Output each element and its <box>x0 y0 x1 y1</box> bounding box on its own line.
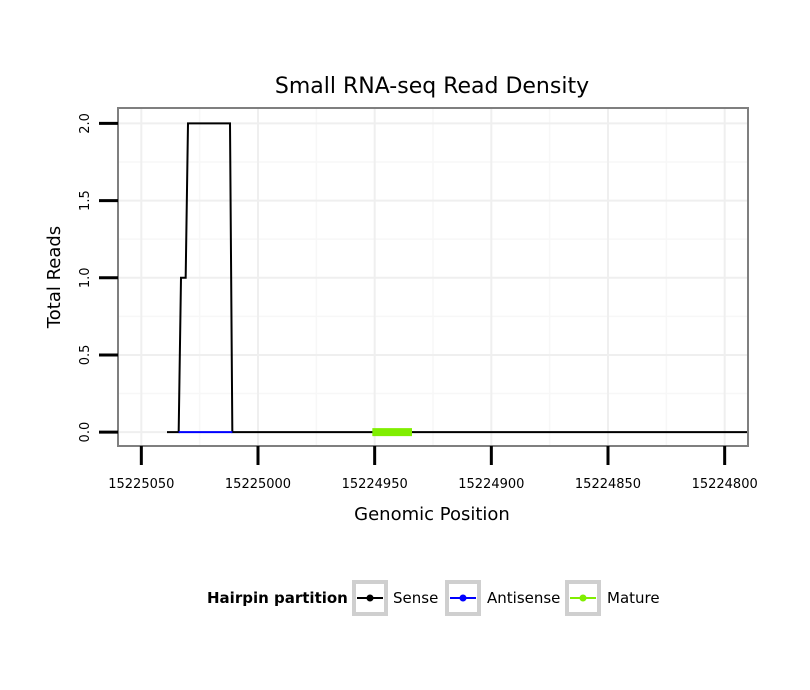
x-tick-label: 15225050 <box>108 477 174 492</box>
legend-label-mature: Mature <box>607 589 660 607</box>
x-tick-label: 15224950 <box>342 477 408 492</box>
y-tick-label: 0.5 <box>78 345 93 366</box>
legend-label-antisense: Antisense <box>487 589 560 607</box>
legend-key-point-mature <box>579 594 587 602</box>
x-tick-label: 15225000 <box>225 477 291 492</box>
legend-label-sense: Sense <box>393 589 438 607</box>
series-layer <box>167 122 748 437</box>
y-axis: 0.0 0.5 1.0 1.5 2.0 <box>78 113 118 442</box>
series-line-sense <box>167 122 748 434</box>
y-tick-label: 1.5 <box>78 190 93 211</box>
legend-key-point-antisense <box>459 594 467 602</box>
y-tick-label: 0.0 <box>78 422 93 443</box>
y-axis-label: Total Reads <box>44 226 65 329</box>
y-tick-label: 1.0 <box>78 267 93 288</box>
legend-entry-sense: Sense <box>352 580 438 616</box>
legend-title: Hairpin partition <box>207 589 348 607</box>
x-tick-label: 15224800 <box>692 477 758 492</box>
legend: Hairpin partition Sense Antisense Mature <box>207 580 660 616</box>
x-tick-label: 15224900 <box>458 477 524 492</box>
legend-entry-antisense: Antisense <box>445 580 560 616</box>
legend-key-point-sense <box>366 594 374 602</box>
grid <box>118 108 748 446</box>
chart-title: Small RNA-seq Read Density <box>275 74 589 99</box>
x-axis-label: Genomic Position <box>354 504 510 525</box>
x-axis: 15225050 15225000 15224950 15224900 15224850… <box>108 446 758 492</box>
y-tick-label: 2.0 <box>78 113 93 134</box>
x-tick-label: 15224850 <box>575 477 641 492</box>
legend-entry-mature: Mature <box>565 580 660 616</box>
